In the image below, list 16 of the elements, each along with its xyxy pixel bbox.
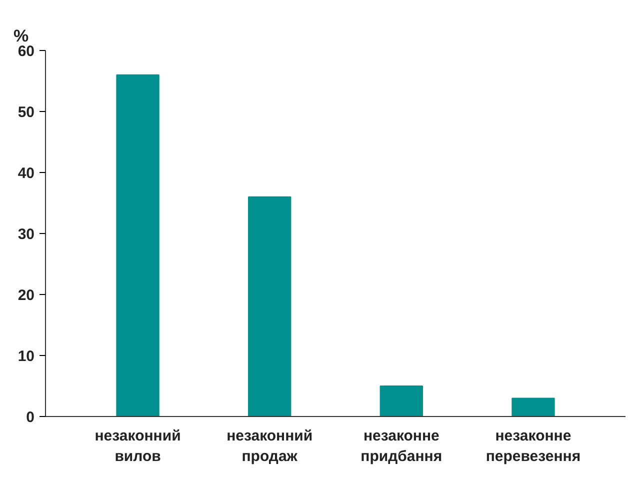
x-tick-label: незаконне придбання — [360, 428, 442, 465]
x-tick-label: незаконний продаж — [226, 428, 313, 465]
y-tick-label: 40 — [18, 165, 35, 182]
y-tick-label: 60 — [18, 43, 35, 60]
y-tick-label: 20 — [18, 287, 35, 304]
y-tick-label: 0 — [26, 409, 34, 426]
bar — [512, 398, 555, 416]
y-axis-title: % — [14, 26, 29, 46]
x-tick-label: незаконне перевезення — [486, 428, 581, 465]
y-tick-label: 50 — [18, 104, 35, 121]
bar — [116, 74, 160, 416]
bar — [380, 386, 423, 416]
y-tick-label: 10 — [18, 348, 35, 365]
y-tick-label: 30 — [18, 226, 35, 243]
x-tick-label: незаконний вилов — [94, 428, 181, 465]
bar — [248, 196, 292, 416]
